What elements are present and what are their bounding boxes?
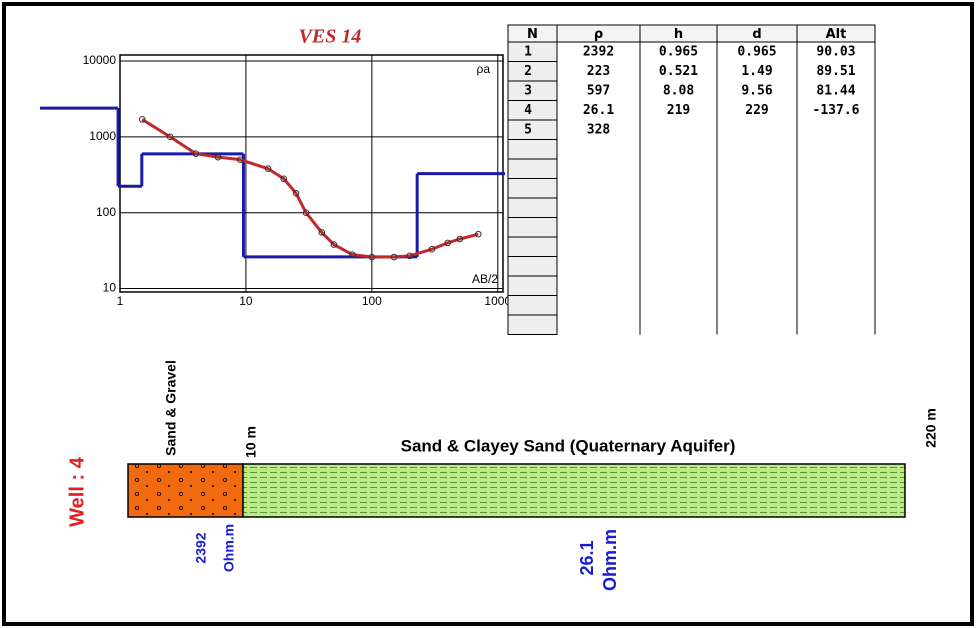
x-axis-label: AB/2 xyxy=(472,272,498,286)
x-tick-label: 10 xyxy=(239,294,253,308)
table-cell: 9.56 xyxy=(741,83,772,98)
y-tick-label: 100 xyxy=(96,205,116,219)
table-cell: 0.965 xyxy=(659,44,698,59)
table-cell: -137.6 xyxy=(813,103,860,118)
table-header: N xyxy=(527,27,538,42)
unit-label: Ohm.m xyxy=(600,529,620,591)
layer-name: Sand & Clayey Sand (Quaternary Aquifer) xyxy=(401,436,736,455)
table-cell: 3 xyxy=(524,83,532,98)
y-tick-label: 10 xyxy=(103,281,117,295)
section: Well : 4 Sand & Gravel 10 m Sand & Claye… xyxy=(66,360,938,591)
table-cell: 328 xyxy=(587,122,611,137)
y-tick-label: 1000 xyxy=(89,129,116,143)
table-n-col xyxy=(508,42,557,335)
y-tick-label: 10000 xyxy=(83,53,117,67)
figure: VES 14 ρa AB/2 110100100010100100010000 … xyxy=(0,0,976,628)
layer-gravel xyxy=(128,464,243,517)
table-cell: 89.51 xyxy=(816,64,855,79)
table-cell: 90.03 xyxy=(816,44,855,59)
table-cell: 219 xyxy=(667,103,690,118)
table-header: Alt xyxy=(826,27,847,42)
well-label: Well : 4 xyxy=(66,456,88,527)
table-cell: 5 xyxy=(524,122,532,137)
table-cell: 597 xyxy=(587,83,610,98)
table-cell: 1.49 xyxy=(741,64,772,79)
curve xyxy=(142,119,478,257)
table-header: h xyxy=(674,27,683,42)
x-tick-label: 100 xyxy=(362,294,382,308)
x-tick-label: 1 xyxy=(117,294,124,308)
layer-name: Sand & Gravel xyxy=(163,360,179,456)
table-cell: 26.1 xyxy=(583,103,614,118)
table-cell: 229 xyxy=(745,103,768,118)
y-axis-label: ρa xyxy=(477,62,491,76)
table-header: ρ xyxy=(594,27,603,42)
table-cell: 1 xyxy=(524,44,532,59)
chart-title: VES 14 xyxy=(299,26,362,48)
table-cell: 0.965 xyxy=(737,44,776,59)
table-cell: 0.521 xyxy=(659,64,698,79)
layer-sand xyxy=(243,464,905,517)
table-header-bg xyxy=(508,25,875,42)
resistivity-label: 26.1 xyxy=(577,540,597,575)
table-cell: 4 xyxy=(524,103,532,118)
table-cell: 223 xyxy=(587,64,610,79)
table-cell: 81.44 xyxy=(816,83,855,98)
table-header: d xyxy=(752,27,761,42)
unit-label: Ohm.m xyxy=(221,524,237,572)
table-cell: 2 xyxy=(524,64,532,79)
resistivity-label: 2392 xyxy=(193,532,209,563)
x-tick-label: 1000 xyxy=(484,294,511,308)
table-cell: 2392 xyxy=(583,44,614,59)
table-cell: 8.08 xyxy=(663,83,694,98)
depth-label: 220 m xyxy=(923,408,939,448)
depth-label: 10 m xyxy=(243,426,259,458)
